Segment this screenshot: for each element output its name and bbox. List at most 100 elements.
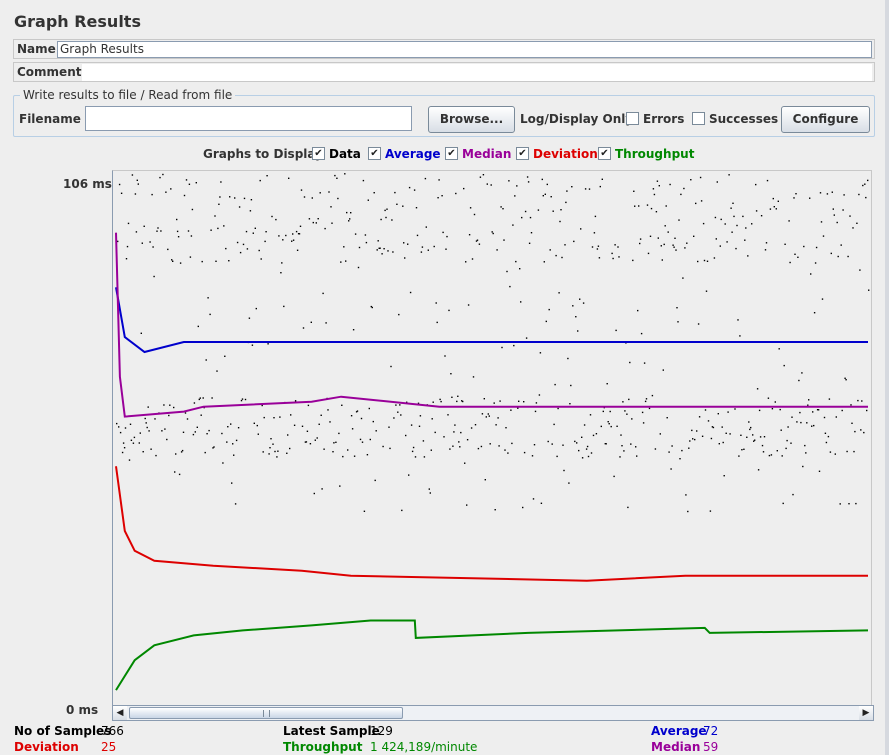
data-point <box>250 199 253 201</box>
data-point <box>363 510 366 512</box>
data-point <box>210 229 212 231</box>
data-point <box>800 421 802 424</box>
data-point <box>351 428 354 430</box>
filename-input[interactable] <box>85 106 412 131</box>
data-point <box>609 410 611 413</box>
data-point <box>726 241 728 243</box>
data-point <box>451 396 453 398</box>
data-point <box>513 344 515 347</box>
browse-button[interactable]: Browse... <box>428 106 515 133</box>
data-point <box>455 192 457 195</box>
data-point <box>664 225 666 227</box>
data-point <box>429 492 431 494</box>
data-point <box>520 301 522 303</box>
data-point <box>182 431 185 433</box>
data-point <box>167 248 169 251</box>
data-point <box>486 183 488 185</box>
data-point <box>390 365 392 368</box>
data-point <box>632 259 634 262</box>
data-point <box>297 233 300 235</box>
data-point <box>645 398 648 400</box>
data-point <box>782 502 784 505</box>
data-point <box>155 454 157 457</box>
name-input[interactable]: Graph Results <box>57 41 872 58</box>
data-point <box>201 260 203 263</box>
data-point <box>321 488 323 490</box>
data-point <box>656 180 659 182</box>
data-point <box>453 431 455 433</box>
data-point <box>457 395 459 397</box>
data-point <box>674 237 676 239</box>
data-point <box>269 447 271 449</box>
data-point <box>481 413 484 415</box>
scroll-left-arrow-icon[interactable]: ◀ <box>113 706 127 720</box>
data-point <box>286 452 288 454</box>
data-point <box>834 453 836 455</box>
average-checkbox[interactable]: ✔ <box>368 147 381 160</box>
data-point <box>353 455 356 457</box>
data-point <box>315 222 317 224</box>
data-point <box>479 176 482 178</box>
data-point <box>116 422 118 425</box>
data-point <box>134 193 137 195</box>
data-point <box>839 503 841 505</box>
data-point <box>358 246 361 249</box>
data-point <box>452 445 454 447</box>
data-point <box>259 179 261 182</box>
data-point <box>492 232 494 235</box>
data-point <box>769 208 772 210</box>
data-point <box>861 400 863 402</box>
data-point <box>298 233 301 235</box>
data-point <box>824 432 827 434</box>
data-checkbox[interactable]: ✔ <box>312 147 325 160</box>
data-point <box>393 417 395 419</box>
data-point <box>512 224 514 226</box>
data-point <box>864 183 866 185</box>
data-point <box>294 400 297 402</box>
configure-button[interactable]: Configure <box>781 106 870 133</box>
window-frame <box>885 0 889 755</box>
data-point <box>495 424 497 426</box>
data-point <box>204 451 206 454</box>
graph-scrollbar[interactable]: ◀ ▶ <box>112 705 874 721</box>
data-point <box>181 449 184 452</box>
data-point <box>191 208 194 211</box>
data-point <box>503 239 505 241</box>
data-point <box>183 194 186 197</box>
scroll-right-arrow-icon[interactable]: ▶ <box>859 706 873 720</box>
data-point <box>443 436 445 438</box>
data-point <box>129 423 132 425</box>
data-point <box>133 436 136 439</box>
data-point <box>376 249 378 251</box>
data-point <box>596 248 599 250</box>
data-point <box>142 451 144 453</box>
data-point <box>600 425 602 428</box>
data-point <box>547 440 549 443</box>
data-point <box>771 408 774 410</box>
data-point <box>423 456 426 458</box>
data-point <box>650 207 653 210</box>
data-point <box>832 208 834 210</box>
data-point <box>823 416 826 419</box>
filename-label: Filename <box>19 112 81 126</box>
data-point <box>391 219 393 221</box>
successes-checkbox[interactable] <box>692 112 705 125</box>
comments-input[interactable] <box>82 64 872 81</box>
data-point <box>137 183 139 185</box>
data-point <box>711 426 714 428</box>
scrollbar-thumb[interactable] <box>129 707 403 719</box>
deviation-checkbox[interactable]: ✔ <box>516 147 529 160</box>
data-point <box>257 433 259 435</box>
data-point <box>170 188 172 190</box>
errors-checkbox[interactable] <box>626 112 639 125</box>
data-point <box>272 443 274 445</box>
data-point <box>813 312 816 314</box>
throughput-checkbox[interactable]: ✔ <box>598 147 611 160</box>
data-point <box>501 346 503 349</box>
throughput-stat-label: Throughput <box>283 740 363 754</box>
data-point <box>707 420 710 422</box>
data-point <box>342 455 344 458</box>
data-point <box>752 434 754 436</box>
median-checkbox[interactable]: ✔ <box>445 147 458 160</box>
data-point <box>221 432 223 435</box>
